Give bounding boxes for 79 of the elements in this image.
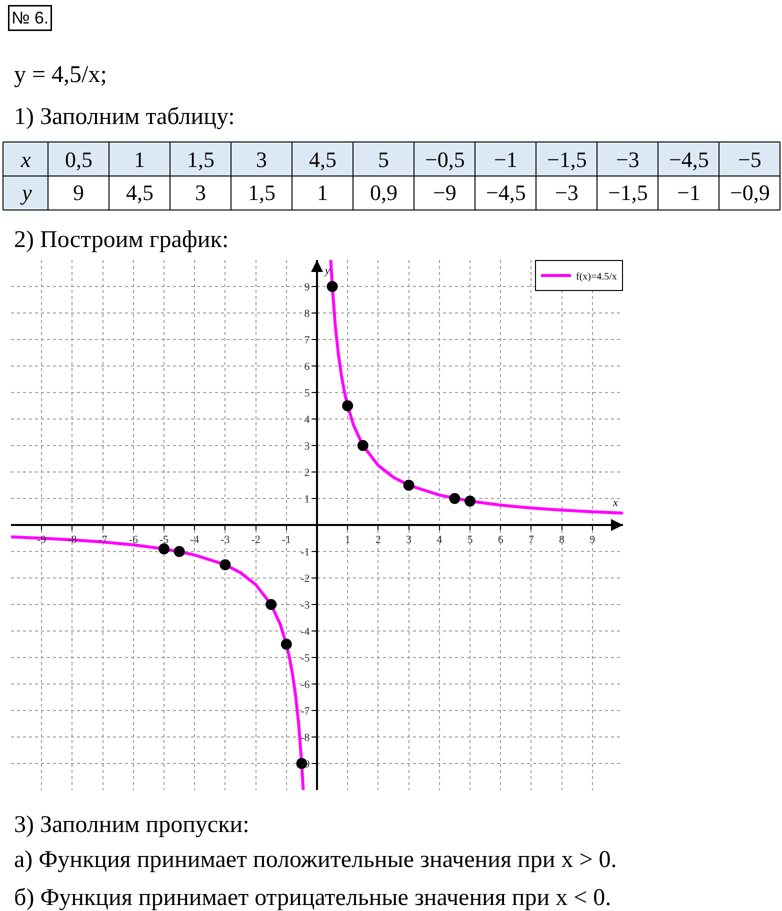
text: −1 — [677, 180, 700, 205]
y-tick-label: -2 — [300, 572, 310, 585]
text: 1,5 — [248, 180, 276, 205]
text: 0,9 — [370, 180, 398, 205]
text: −0,5 — [425, 147, 465, 172]
text: 3 — [256, 147, 267, 172]
text: 2) Построим график: — [14, 227, 229, 253]
x-tick-label: 8 — [559, 534, 566, 546]
y-tick-label: 8 — [304, 308, 310, 320]
x-tick-label: 5 — [467, 534, 474, 546]
point — [403, 480, 414, 491]
text: № 6. — [12, 8, 49, 28]
text: −0,9 — [730, 180, 770, 205]
y-axis-title: y — [324, 265, 330, 277]
point — [158, 543, 170, 554]
point — [342, 400, 354, 412]
x-tick-label: -1 — [282, 534, 291, 546]
text: x — [20, 147, 31, 172]
text: 0,5 — [65, 147, 92, 172]
point — [464, 496, 476, 507]
text: 9 — [73, 180, 84, 205]
y-tick-label: -4 — [300, 626, 310, 638]
y-tick-label: -6 — [300, 678, 310, 691]
x-tick-label: 4 — [436, 534, 443, 546]
y-tick-label: -5 — [300, 652, 310, 664]
x-tick-label: 6 — [498, 534, 504, 546]
text: y = 4,5/x; — [14, 62, 107, 88]
y-tick-label: 6 — [304, 360, 310, 373]
x-tick-label: 7 — [528, 534, 534, 546]
text: 5 — [378, 147, 389, 172]
text: y — [20, 180, 32, 205]
text: 1 — [134, 147, 145, 172]
x-tick-label: -7 — [98, 534, 108, 546]
y-tick-label: 1 — [304, 493, 310, 506]
text: −1 — [494, 147, 518, 172]
text: 4,5 — [309, 147, 336, 172]
text: 1,5 — [187, 147, 214, 172]
y-tick-label: -7 — [300, 705, 310, 718]
text: −4,5 — [669, 147, 709, 172]
x-tick-label: -4 — [190, 534, 200, 546]
x-tick-label: 1 — [344, 534, 350, 546]
y-tick-label: 2 — [304, 466, 310, 479]
x-tick-label: 9 — [590, 534, 596, 546]
text: −9 — [433, 180, 456, 205]
text: 3) Заполним пропуски: — [14, 812, 250, 838]
point — [326, 281, 338, 292]
legend-label: f(x)=4.5/x — [576, 271, 617, 282]
point — [174, 546, 185, 557]
point — [266, 599, 277, 610]
x-tick-label: -6 — [128, 534, 138, 546]
x-tick-label: 2 — [375, 534, 381, 546]
y-tick-label: 4 — [304, 414, 310, 426]
text: а) Функция принимает положительные значения при x > 0. — [14, 847, 617, 873]
point — [357, 440, 368, 451]
x-tick-label: 3 — [406, 534, 412, 546]
x-axis-title: x — [612, 497, 618, 509]
text: −4,5 — [486, 180, 526, 205]
y-tick-label: 7 — [304, 334, 310, 346]
text: б) Функция принимает отрицательные значения при x < 0. — [14, 885, 612, 911]
x-tick-label: -3 — [220, 534, 230, 546]
y-tick-label: 9 — [304, 281, 310, 294]
y-tick-label: 3 — [304, 440, 310, 452]
x-tick-label: -2 — [251, 534, 260, 546]
y-tick-label: -3 — [300, 599, 310, 612]
text: −5 — [738, 147, 762, 172]
text: 4,5 — [126, 180, 154, 205]
x-tick-label: -5 — [159, 534, 170, 546]
point — [280, 638, 292, 650]
text: −1,5 — [547, 147, 587, 172]
text: 1) Заполним таблицу: — [14, 104, 235, 130]
text: −3 — [616, 147, 640, 172]
y-tick-label: -8 — [300, 732, 310, 744]
y-tick-label: -1 — [300, 546, 310, 558]
y-tick-label: 5 — [304, 387, 310, 400]
text: −1,5 — [608, 180, 648, 205]
point — [220, 559, 231, 570]
text: −3 — [555, 180, 578, 205]
point — [449, 493, 460, 504]
text: 3 — [195, 180, 206, 205]
